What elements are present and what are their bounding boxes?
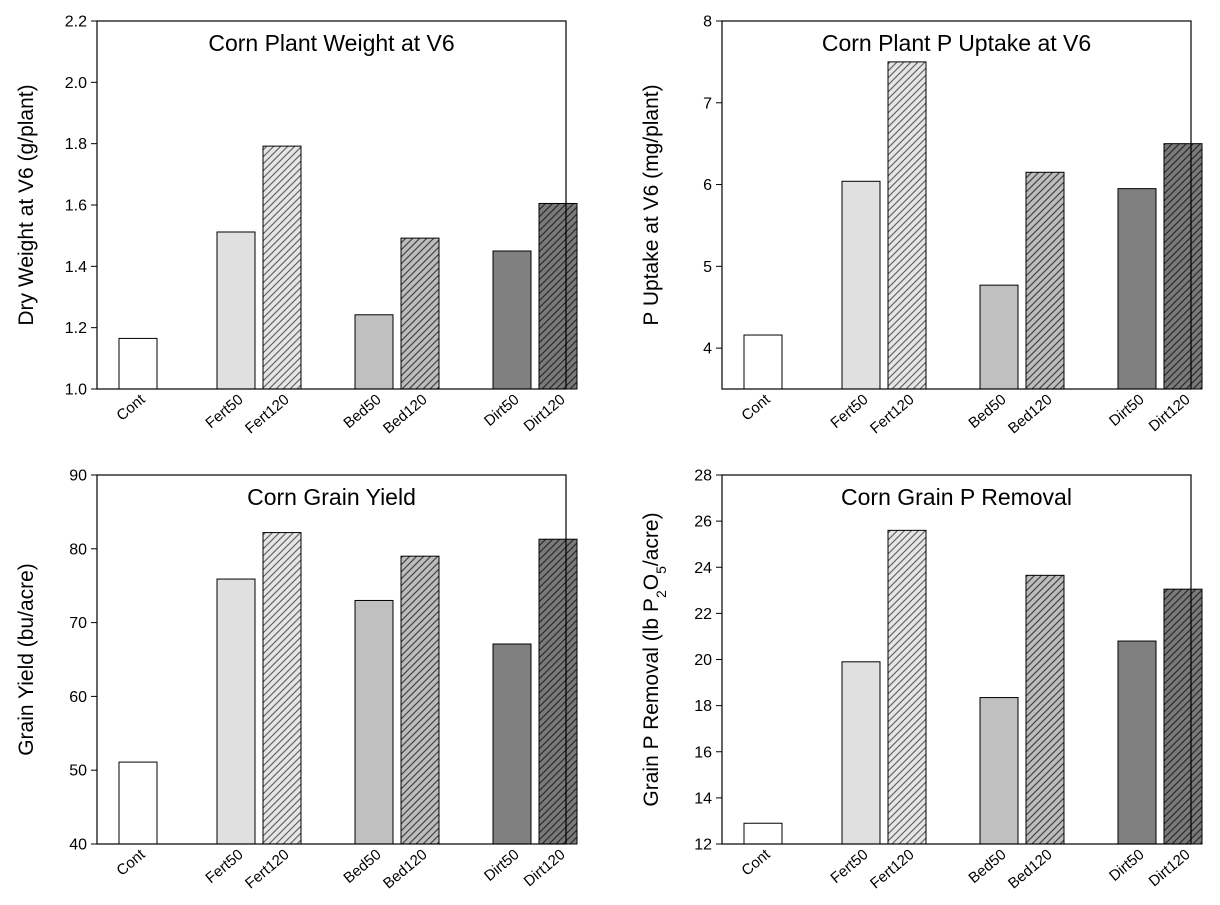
category-label-cont: Cont bbox=[113, 846, 149, 880]
category-label-dirt50: Dirt50 bbox=[1106, 846, 1148, 885]
y-tick-label: 1.4 bbox=[65, 259, 87, 276]
y-tick-label: 60 bbox=[69, 689, 87, 706]
y-tick-label: 1.2 bbox=[65, 320, 87, 337]
bar-bed50 bbox=[354, 599, 394, 845]
category-label-dirt120: Dirt120 bbox=[521, 391, 569, 435]
bar-dirt50 bbox=[1117, 640, 1157, 845]
y-tick-label: 7 bbox=[703, 95, 712, 112]
y-axis-title: P Uptake at V6 (mg/plant) bbox=[640, 84, 663, 325]
category-label-dirt50: Dirt50 bbox=[481, 846, 523, 885]
category-label-dirt120: Dirt120 bbox=[1146, 391, 1194, 435]
y-tick-label: 28 bbox=[694, 468, 712, 485]
y-tick-label: 1.0 bbox=[65, 382, 87, 399]
bar-fert50 bbox=[216, 578, 256, 845]
bar-dirt120 bbox=[538, 202, 578, 390]
y-tick-label: 20 bbox=[694, 652, 712, 669]
bar-cont bbox=[118, 761, 158, 845]
y-tick-label: 40 bbox=[69, 837, 87, 854]
y-axis-title: Dry Weight at V6 (g/plant) bbox=[15, 84, 38, 325]
bar-cont bbox=[743, 334, 783, 390]
y-axis-title: Grain P Removal (lb P2O5/acre) bbox=[640, 512, 669, 806]
panel-title: Corn Grain Yield bbox=[247, 484, 416, 510]
category-label-cont: Cont bbox=[738, 391, 774, 425]
bar-bed120 bbox=[400, 555, 440, 845]
category-label-fert120: Fert120 bbox=[867, 391, 918, 437]
category-label-fert50: Fert50 bbox=[827, 846, 871, 887]
y-tick-label: 1.8 bbox=[65, 136, 87, 153]
category-label-bed120: Bed120 bbox=[380, 846, 431, 892]
y-tick-label: 8 bbox=[703, 14, 712, 31]
bar-fert50 bbox=[216, 231, 256, 390]
y-tick-label: 6 bbox=[703, 177, 712, 194]
y-tick-label: 22 bbox=[694, 606, 712, 623]
bar-dirt120 bbox=[1163, 143, 1203, 390]
bar-dirt50 bbox=[1117, 188, 1157, 390]
category-label-bed120: Bed120 bbox=[1005, 391, 1056, 437]
plot-frame bbox=[96, 474, 567, 845]
bar-fert50 bbox=[841, 180, 881, 390]
y-tick-label: 26 bbox=[694, 514, 712, 531]
y-tick-label: 12 bbox=[694, 837, 712, 854]
category-label-bed50: Bed50 bbox=[965, 391, 1009, 432]
bar-fert120 bbox=[887, 529, 927, 845]
bar-bed120 bbox=[400, 237, 440, 390]
bar-fert120 bbox=[262, 532, 302, 845]
category-label-fert120: Fert120 bbox=[242, 391, 293, 437]
panel-title: Corn Plant P Uptake at V6 bbox=[822, 30, 1091, 56]
panel-title: Corn Plant Weight at V6 bbox=[208, 30, 454, 56]
category-label-bed120: Bed120 bbox=[1005, 846, 1056, 892]
category-label-cont: Cont bbox=[113, 391, 149, 425]
plot-frame bbox=[721, 20, 1192, 390]
y-tick-label: 50 bbox=[69, 763, 87, 780]
y-tick-label: 90 bbox=[69, 468, 87, 485]
bar-dirt120 bbox=[538, 538, 578, 845]
y-tick-label: 2.0 bbox=[65, 75, 87, 92]
bar-bed120 bbox=[1025, 574, 1065, 845]
bar-dirt120 bbox=[1163, 588, 1203, 845]
bar-bed50 bbox=[354, 314, 394, 390]
bar-bed50 bbox=[979, 697, 1019, 845]
y-tick-label: 18 bbox=[694, 698, 712, 715]
category-label-dirt120: Dirt120 bbox=[521, 846, 569, 890]
y-tick-label: 2.2 bbox=[65, 14, 87, 31]
bar-fert120 bbox=[887, 61, 927, 390]
category-label-dirt120: Dirt120 bbox=[1146, 846, 1194, 890]
bar-fert50 bbox=[841, 661, 881, 845]
category-label-dirt50: Dirt50 bbox=[481, 391, 523, 430]
category-label-fert50: Fert50 bbox=[202, 846, 246, 887]
y-tick-label: 14 bbox=[694, 790, 712, 807]
category-label-bed120: Bed120 bbox=[380, 391, 431, 437]
y-tick-label: 80 bbox=[69, 541, 87, 558]
y-tick-label: 5 bbox=[703, 259, 712, 276]
panel-title: Corn Grain P Removal bbox=[841, 484, 1072, 510]
y-tick-label: 16 bbox=[694, 744, 712, 761]
y-tick-label: 4 bbox=[703, 341, 712, 358]
bar-dirt50 bbox=[492, 250, 532, 390]
category-label-bed50: Bed50 bbox=[965, 846, 1009, 887]
y-tick-label: 24 bbox=[694, 560, 712, 577]
category-label-cont: Cont bbox=[738, 846, 774, 880]
y-tick-label: 70 bbox=[69, 615, 87, 632]
category-label-bed50: Bed50 bbox=[340, 846, 384, 887]
bar-bed50 bbox=[979, 284, 1019, 390]
category-label-fert50: Fert50 bbox=[827, 391, 871, 432]
bar-cont bbox=[743, 822, 783, 845]
category-label-fert120: Fert120 bbox=[242, 846, 293, 892]
bar-bed120 bbox=[1025, 171, 1065, 390]
y-axis-title: Grain Yield (bu/acre) bbox=[15, 563, 38, 756]
category-label-fert50: Fert50 bbox=[202, 391, 246, 432]
category-label-fert120: Fert120 bbox=[867, 846, 918, 892]
bar-dirt50 bbox=[492, 643, 532, 845]
category-label-bed50: Bed50 bbox=[340, 391, 384, 432]
bar-fert120 bbox=[262, 145, 302, 390]
category-label-dirt50: Dirt50 bbox=[1106, 391, 1148, 430]
bar-cont bbox=[118, 337, 158, 390]
y-tick-label: 1.6 bbox=[65, 198, 87, 215]
